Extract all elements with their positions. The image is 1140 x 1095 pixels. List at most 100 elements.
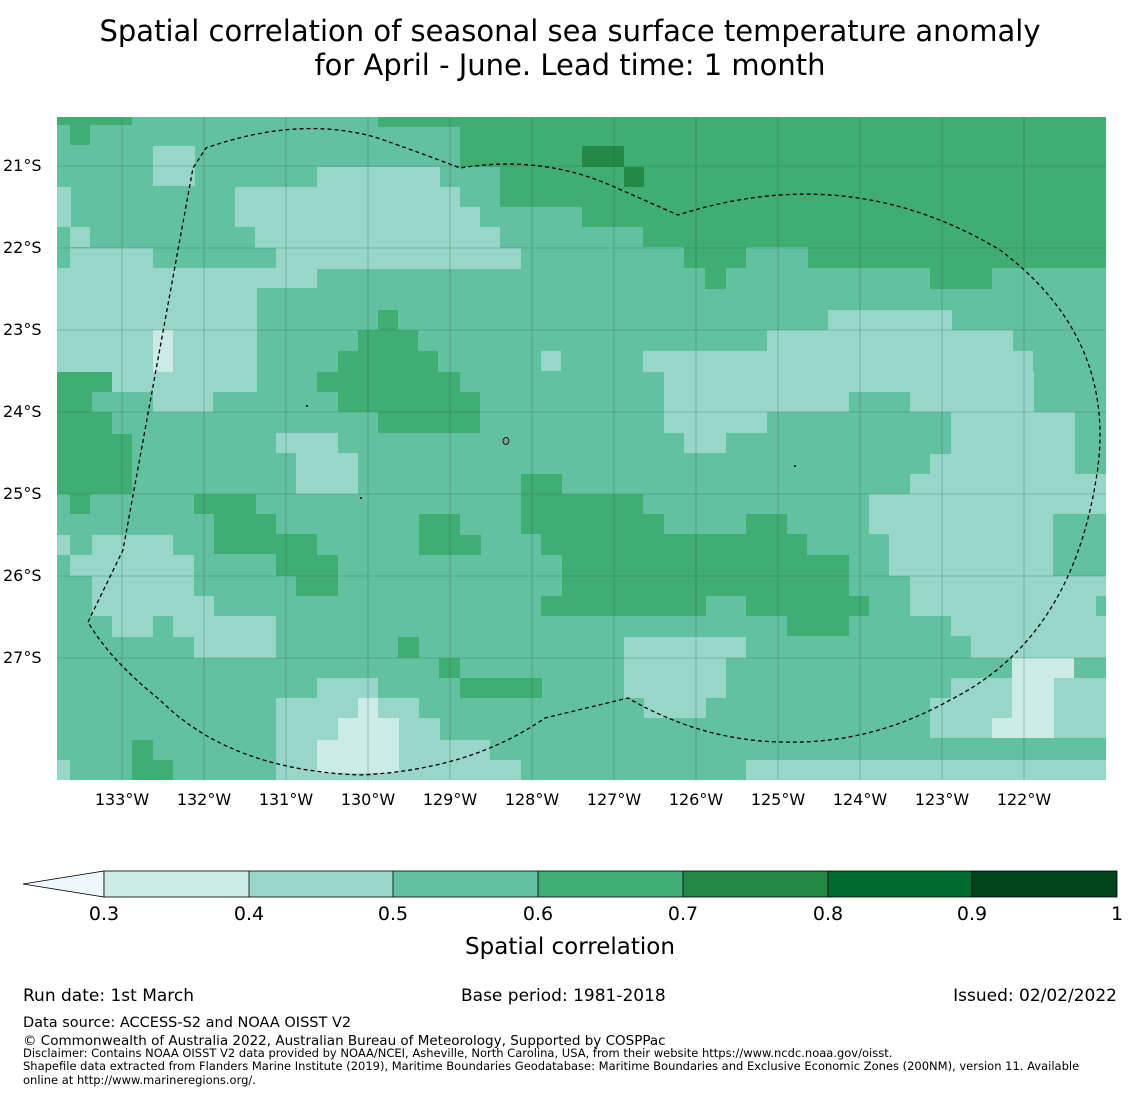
title-line-2: for April - June. Lead time: 1 month xyxy=(314,48,826,82)
colorbar-swatch-0.9 xyxy=(972,871,1117,897)
cell-0.6 xyxy=(500,167,1106,207)
cell-0.4 xyxy=(910,576,1106,596)
cell-0.4 xyxy=(57,187,71,227)
lat-label: 21°S xyxy=(3,156,42,175)
cell-0.4 xyxy=(194,637,276,658)
cell-0.4 xyxy=(767,330,1013,351)
cell-0.4 xyxy=(624,637,746,658)
lat-label: 23°S xyxy=(3,320,42,339)
cell-0.4 xyxy=(624,658,726,698)
cell-0.4 xyxy=(317,678,378,698)
cell-0.6 xyxy=(562,555,849,576)
colorbar-tick: 0.6 xyxy=(523,903,553,925)
colorbar-tick: 0.4 xyxy=(234,903,264,925)
cell-0.4 xyxy=(276,433,338,453)
cell-0.4 xyxy=(1096,596,1106,616)
cell-0.3 xyxy=(992,718,1054,738)
cell-0.6 xyxy=(57,372,112,392)
lon-label: 128°W xyxy=(505,790,560,809)
shapefile-credit-1: Shapefile data extracted from Flanders M… xyxy=(23,1059,1080,1073)
cell-0.4 xyxy=(664,372,1034,392)
cell-0.4 xyxy=(664,412,767,433)
colorbar-tick: 0.8 xyxy=(813,903,843,925)
island xyxy=(306,405,308,407)
lat-label: 26°S xyxy=(3,566,42,585)
cell-0.6 xyxy=(460,117,1106,167)
cell-0.3 xyxy=(1012,678,1054,718)
colorbar-extend-arrow xyxy=(22,870,105,898)
base-period: Base period: 1981-2018 xyxy=(461,986,666,1006)
island xyxy=(794,465,796,467)
cell-0.4 xyxy=(930,454,1075,474)
colorbar-swatch-0.5 xyxy=(393,871,538,897)
cell-0.6 xyxy=(930,268,992,289)
cell-0.6 xyxy=(132,760,173,780)
cell-0.4 xyxy=(296,453,358,494)
cell-0.7 xyxy=(582,146,624,167)
cell-0.4 xyxy=(112,372,257,392)
colorbar-swatch-0.8 xyxy=(828,871,972,897)
island xyxy=(360,497,362,499)
cell-0.4 xyxy=(910,474,1106,494)
cell-0.3 xyxy=(1012,658,1074,678)
colorbar-tick: 0.9 xyxy=(957,903,987,925)
cell-0.6 xyxy=(808,247,1106,268)
lon-label: 125°W xyxy=(751,790,806,809)
cell-0.4 xyxy=(235,187,460,207)
colorbar-frame xyxy=(103,870,1118,898)
cell-0.6 xyxy=(541,534,807,555)
colorbar-tick: 1 xyxy=(1111,903,1123,925)
longitude-labels: 133°W 132°W 131°W 130°W 129°W 128°W 127°… xyxy=(95,790,1052,809)
cell-0.4 xyxy=(92,576,194,596)
cell-0.4 xyxy=(910,596,1096,616)
shapefile-credit-2: online at http://www.marineregions.org/. xyxy=(23,1073,256,1087)
copyright: © Commonwealth of Australia 2022, Austra… xyxy=(23,1033,666,1049)
cell-0.4 xyxy=(664,392,849,412)
colorbar-tick: 0.7 xyxy=(668,903,698,925)
lon-label: 129°W xyxy=(423,790,478,809)
cell-0.6 xyxy=(194,494,256,514)
cell-0.4 xyxy=(57,535,70,555)
cell-0.6 xyxy=(439,658,460,678)
cell-0.4 xyxy=(57,760,70,780)
cell-0.4 xyxy=(70,248,153,268)
cell-0.6 xyxy=(317,372,460,392)
lon-label: 131°W xyxy=(259,790,314,809)
cell-0.4 xyxy=(70,555,194,576)
island xyxy=(502,437,510,445)
cell-0.4 xyxy=(644,698,706,718)
cell-0.6 xyxy=(521,474,562,494)
cell-0.4 xyxy=(889,534,1053,576)
cell-0.6 xyxy=(57,117,132,125)
lon-label: 122°W xyxy=(997,790,1052,809)
cell-0.4 xyxy=(112,616,153,637)
cell-0.4 xyxy=(643,351,1033,372)
cell-0.4 xyxy=(828,310,952,330)
cell-0.6 xyxy=(57,392,92,412)
cell-0.6 xyxy=(296,576,338,596)
lon-label: 126°W xyxy=(669,790,724,809)
cell-0.6 xyxy=(378,412,480,433)
cell-0.4 xyxy=(92,535,173,555)
colorbar-swatch-0.4 xyxy=(249,871,393,897)
cell-0.6 xyxy=(276,534,317,555)
cell-0.4 xyxy=(910,392,1034,412)
colorbar-tick: 0.5 xyxy=(378,903,408,925)
cell-0.4 xyxy=(746,760,1106,780)
lat-label: 22°S xyxy=(3,238,42,257)
cell-0.4 xyxy=(255,227,500,248)
cell-0.6 xyxy=(276,555,338,576)
cell-0.6 xyxy=(582,207,1106,227)
cell-0.6 xyxy=(419,514,460,535)
cell-0.4 xyxy=(869,494,1106,514)
cell-0.6 xyxy=(746,596,869,616)
cell-0.4 xyxy=(869,514,1053,534)
cell-0.4 xyxy=(235,207,480,227)
lat-label: 24°S xyxy=(3,402,42,421)
cell-0.4 xyxy=(57,268,317,288)
colorbar-swatch-0.3 xyxy=(104,871,249,897)
cell-0.4 xyxy=(951,616,1106,636)
cell-0.6 xyxy=(684,247,746,268)
cell-0.4 xyxy=(541,351,561,371)
